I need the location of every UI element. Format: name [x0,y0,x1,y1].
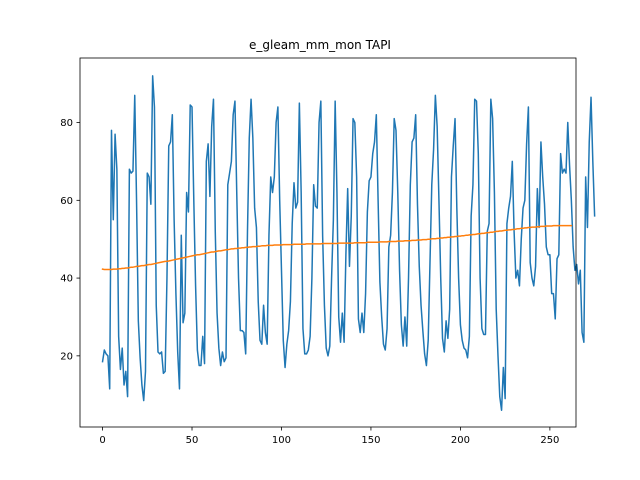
chart-title: e_gleam_mm_mon TAPI [249,38,391,52]
x-tick-label: 250 [540,435,559,446]
x-tick-label: 200 [451,435,470,446]
x-tick-label: 50 [186,435,199,446]
series-layer [101,75,596,412]
y-tick-label: 40 [60,274,73,285]
y-tick-label: 20 [60,351,73,362]
plot-frame [79,57,577,428]
y-tick-label: 60 [60,196,73,207]
x-tick-label: 0 [99,435,105,446]
series-line-2 [101,224,573,271]
axes-layer: 0 50 100 150 200 250 20 40 60 80 [60,57,577,446]
series-line-1 [101,75,596,412]
y-tick-label: 80 [60,118,73,129]
x-tick-label: 150 [361,435,380,446]
x-tick-label: 100 [272,435,291,446]
